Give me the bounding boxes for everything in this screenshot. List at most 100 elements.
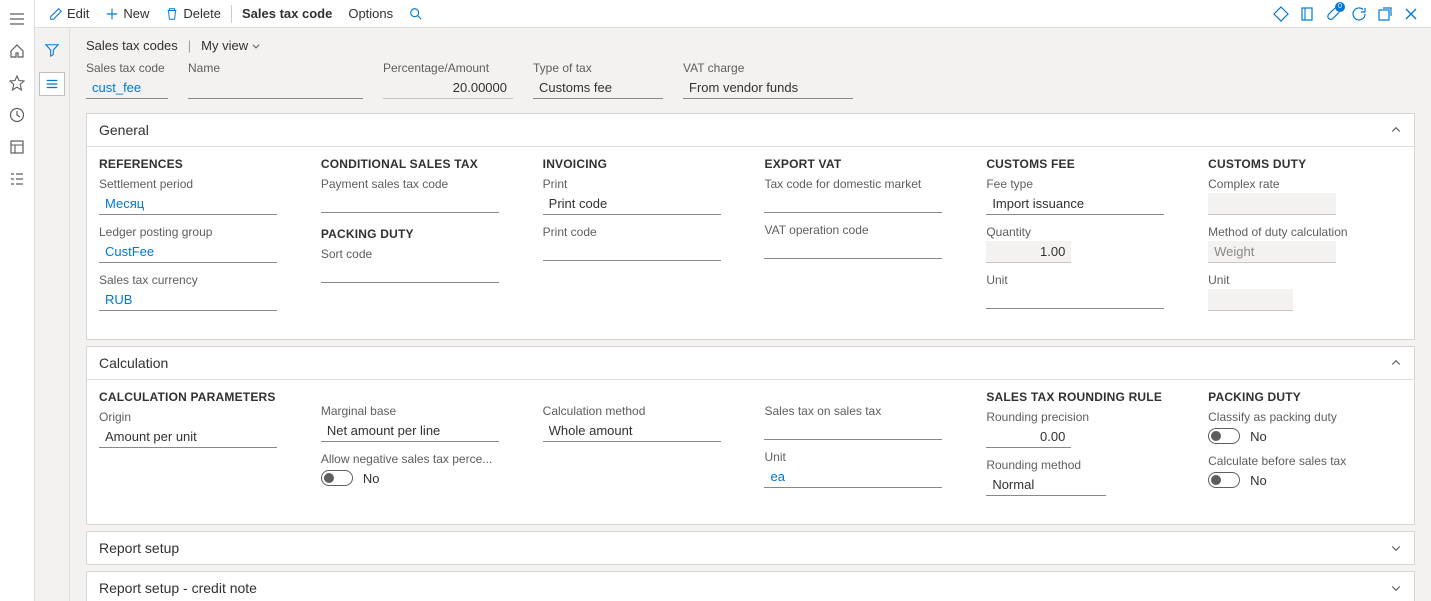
hamburger-icon[interactable] xyxy=(8,10,26,28)
customs-fee-unit-input[interactable] xyxy=(986,289,1164,309)
search-button[interactable] xyxy=(401,3,431,25)
settlement-period-input[interactable] xyxy=(99,193,277,215)
header-fields: Sales tax code Name Percentage/Amount Ty… xyxy=(86,61,1415,99)
report-setup-credit-panel[interactable]: Report setup - credit note xyxy=(86,571,1415,601)
filter-icon[interactable] xyxy=(39,38,65,62)
page-content: Sales tax codes | My view Sales tax code… xyxy=(70,28,1431,601)
fld-label: Sales tax on sales tax xyxy=(764,404,958,418)
type-of-tax-input[interactable] xyxy=(533,77,663,99)
diamond-icon[interactable] xyxy=(1273,6,1289,22)
modules-icon[interactable] xyxy=(8,170,26,188)
main-area: Edit New Delete Sales tax code Options xyxy=(35,0,1431,601)
fld-label: Settlement period xyxy=(99,177,293,191)
fld-label: Rounding precision xyxy=(986,410,1180,424)
conditional-title: CONDITIONAL SALES TAX xyxy=(321,157,515,171)
sales-tax-code-tab[interactable]: Sales tax code xyxy=(234,2,340,25)
quantity-input xyxy=(986,241,1071,263)
edit-label: Edit xyxy=(67,6,89,21)
calculate-before-toggle[interactable] xyxy=(1208,472,1240,488)
sales-tax-code-input[interactable] xyxy=(86,77,168,99)
calc-unit-input[interactable] xyxy=(764,466,942,488)
chevron-up-icon xyxy=(1390,357,1402,369)
toggle-state: No xyxy=(1250,473,1267,488)
allow-negative-toggle[interactable] xyxy=(321,470,353,486)
fld-label: Quantity xyxy=(986,225,1180,239)
close-icon[interactable] xyxy=(1403,6,1419,22)
view-selector[interactable]: My view xyxy=(201,38,261,53)
rounding-precision-input[interactable] xyxy=(986,426,1071,448)
vat-charge-input[interactable] xyxy=(683,77,853,99)
new-button[interactable]: New xyxy=(97,2,157,25)
packing-duty-title: PACKING DUTY xyxy=(321,227,515,241)
edit-button[interactable]: Edit xyxy=(41,2,97,25)
hf-label: Sales tax code xyxy=(86,61,168,75)
general-header[interactable]: General xyxy=(87,114,1414,146)
tax-code-domestic-input[interactable] xyxy=(764,193,942,213)
delete-label: Delete xyxy=(183,6,221,21)
fld-label: Unit xyxy=(986,273,1180,287)
fld-label: Calculation method xyxy=(543,404,737,418)
calculation-header[interactable]: Calculation xyxy=(87,347,1414,379)
breadcrumb-sep: | xyxy=(188,38,191,53)
trash-icon xyxy=(165,7,179,21)
list-view-icon[interactable] xyxy=(39,72,65,96)
home-icon[interactable] xyxy=(8,42,26,60)
calc-params-title: CALCULATION PARAMETERS xyxy=(99,390,293,404)
hf-label: Name xyxy=(188,61,363,75)
toggle-state: No xyxy=(363,471,380,486)
refresh-icon[interactable] xyxy=(1351,6,1367,22)
print-input[interactable] xyxy=(543,193,721,215)
fld-label: Payment sales tax code xyxy=(321,177,515,191)
ledger-posting-group-input[interactable] xyxy=(99,241,277,263)
favorite-icon[interactable] xyxy=(8,74,26,92)
invoicing-title: INVOICING xyxy=(543,157,737,171)
fld-label: Complex rate xyxy=(1208,177,1402,191)
marginal-base-input[interactable] xyxy=(321,420,499,442)
fld-label: Calculate before sales tax xyxy=(1208,454,1402,468)
left-rail xyxy=(0,0,35,601)
popout-icon[interactable] xyxy=(1377,6,1393,22)
separator xyxy=(231,5,232,23)
origin-input[interactable] xyxy=(99,426,277,448)
customs-duty-unit-input xyxy=(1208,289,1293,311)
fld-label: Ledger posting group xyxy=(99,225,293,239)
office-icon[interactable] xyxy=(1299,6,1315,22)
fld-label: Unit xyxy=(1208,273,1402,287)
general-panel: General REFERENCES Settlement period xyxy=(86,113,1415,340)
calculation-method-input[interactable] xyxy=(543,420,721,442)
method-of-duty-input xyxy=(1208,241,1336,263)
sort-code-input[interactable] xyxy=(321,263,499,283)
toggle-state: No xyxy=(1250,429,1267,444)
fld-label: Origin xyxy=(99,410,293,424)
sales-tax-currency-input[interactable] xyxy=(99,289,277,311)
new-label: New xyxy=(123,6,149,21)
rounding-title: SALES TAX ROUNDING RULE xyxy=(986,390,1180,404)
fld-label: Print xyxy=(543,177,737,191)
fld-label: Print code xyxy=(543,225,737,239)
attach-icon[interactable]: 0 xyxy=(1325,6,1341,22)
fld-label: Marginal base xyxy=(321,404,515,418)
fee-type-input[interactable] xyxy=(986,193,1164,215)
fld-label: Method of duty calculation xyxy=(1208,225,1402,239)
payment-sales-tax-code-input[interactable] xyxy=(321,193,499,213)
classify-packing-toggle[interactable] xyxy=(1208,428,1240,444)
rounding-method-input[interactable] xyxy=(986,474,1106,496)
export-vat-title: EXPORT VAT xyxy=(764,157,958,171)
workspace-icon[interactable] xyxy=(8,138,26,156)
vat-operation-code-input[interactable] xyxy=(764,239,942,259)
fld-label: Allow negative sales tax perce... xyxy=(321,452,515,466)
report-setup-panel[interactable]: Report setup xyxy=(86,531,1415,565)
delete-button[interactable]: Delete xyxy=(157,2,229,25)
name-input[interactable] xyxy=(188,77,363,99)
options-tab[interactable]: Options xyxy=(340,2,401,25)
chevron-down-icon xyxy=(251,41,261,51)
calc-packing-duty-title: PACKING DUTY xyxy=(1208,390,1402,404)
fld-label: Tax code for domestic market xyxy=(764,177,958,191)
sales-tax-on-sales-tax-input[interactable] xyxy=(764,420,942,440)
fld-label: VAT operation code xyxy=(764,223,958,237)
action-bar: Edit New Delete Sales tax code Options xyxy=(35,0,1431,28)
fld-label: Classify as packing duty xyxy=(1208,410,1402,424)
hf-label: Type of tax xyxy=(533,61,663,75)
print-code-input[interactable] xyxy=(543,241,721,261)
recent-icon[interactable] xyxy=(8,106,26,124)
